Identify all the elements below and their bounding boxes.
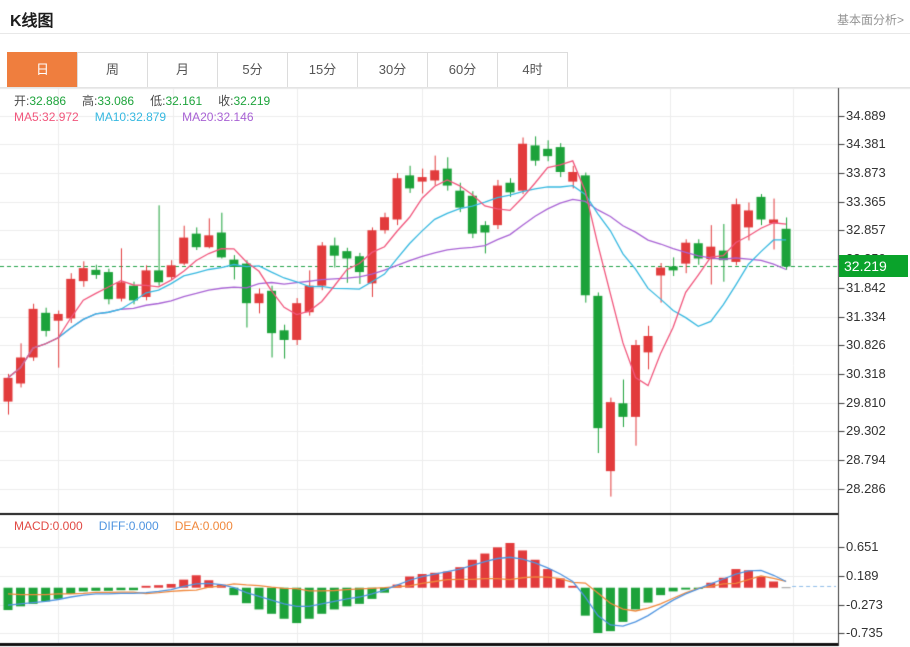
legend-item: 低:32.161 — [150, 94, 203, 108]
price-tick-label: 32.857 — [846, 222, 886, 238]
price-tick-label: 34.889 — [846, 107, 886, 123]
price-tick-label: 31.842 — [846, 279, 886, 295]
macd-tick-label: 0.189 — [846, 567, 879, 583]
price-tick-label: 29.302 — [846, 423, 886, 439]
price-tick-label: 29.810 — [846, 394, 886, 410]
last-price-badge: 32.219 — [839, 255, 908, 278]
legend-item: DEA:0.000 — [174, 519, 233, 533]
ma-legend: MA5:32.972 MA10:32.879 MA20:32.146 — [14, 110, 270, 124]
price-tick-label: 28.286 — [846, 480, 886, 496]
price-tick-label: 34.381 — [846, 136, 886, 152]
legend-item: DIFF:0.000 — [98, 519, 159, 533]
legend-item: MA10:32.879 — [94, 110, 167, 124]
macd-tick-label: 0.651 — [846, 539, 879, 555]
legend-item: MACD:0.000 — [14, 519, 83, 533]
price-tick-label: 31.334 — [846, 308, 886, 324]
legend-item: MA20:32.146 — [182, 110, 254, 124]
price-tick-label: 30.826 — [846, 337, 886, 353]
legend-item: 收:32.219 — [218, 94, 271, 108]
price-tick-label: 33.873 — [846, 164, 886, 180]
macd-legend: MACD:0.000 DIFF:0.000 DEA:0.000 — [14, 519, 249, 533]
price-tick-label: 33.365 — [846, 193, 886, 209]
price-tick-label: 28.794 — [846, 452, 886, 468]
ohlc-legend: 开:32.886 高:33.086 低:32.161 收:32.219 — [14, 92, 286, 109]
legend-item: 高:33.086 — [82, 94, 135, 108]
price-tick-label: 30.318 — [846, 365, 886, 381]
macd-tick-label: -0.735 — [846, 625, 883, 641]
legend-item: 开:32.886 — [14, 94, 67, 108]
macd-tick-label: -0.273 — [846, 596, 883, 612]
legend-item: MA5:32.972 — [14, 110, 79, 124]
